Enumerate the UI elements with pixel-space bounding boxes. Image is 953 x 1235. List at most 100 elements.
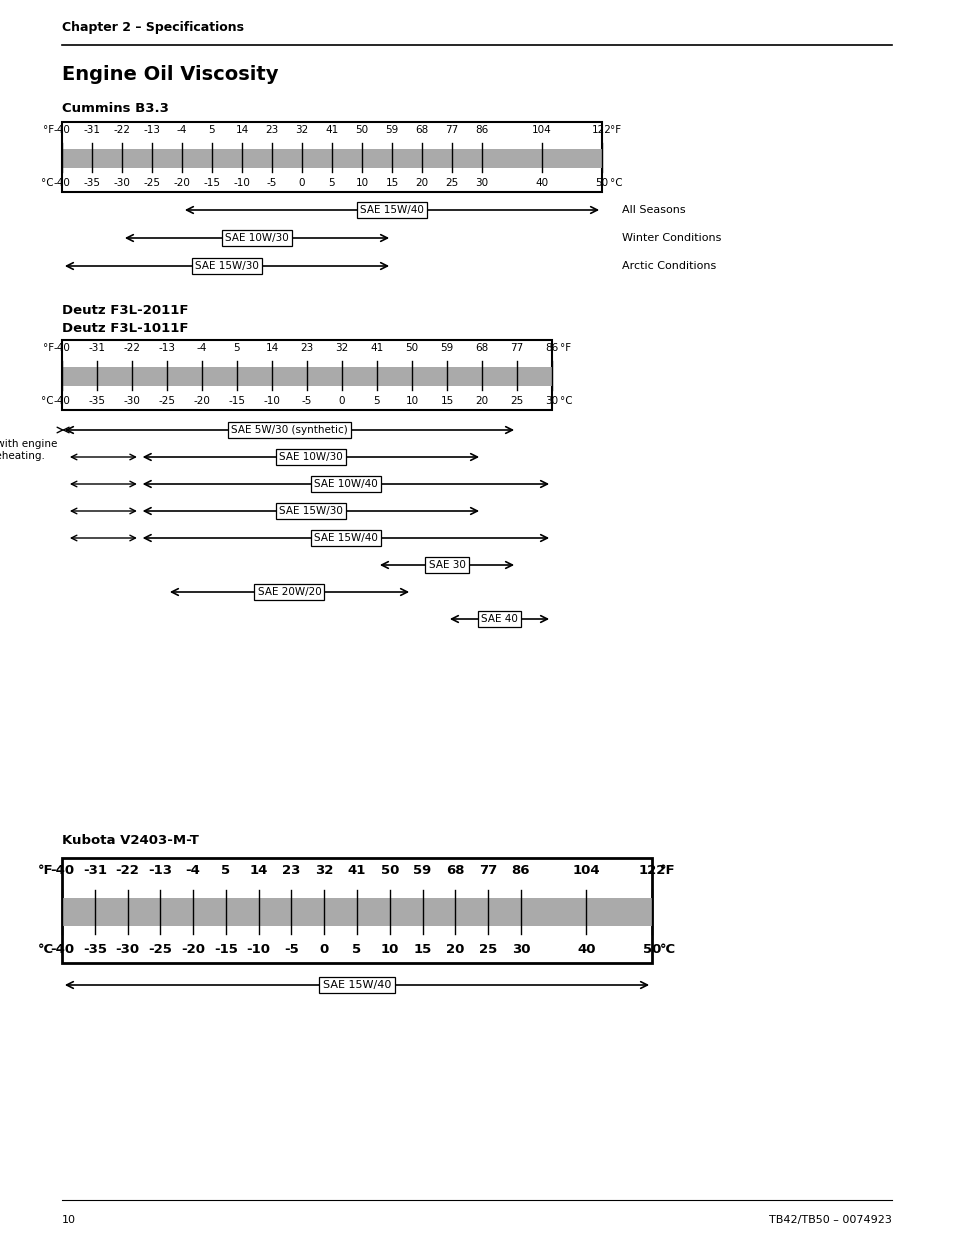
- Text: 14: 14: [250, 864, 268, 877]
- Text: SAE 15W/40: SAE 15W/40: [359, 205, 423, 215]
- Text: 68: 68: [475, 343, 488, 353]
- Text: 5: 5: [233, 343, 240, 353]
- Text: -25: -25: [158, 396, 175, 406]
- Text: -25: -25: [143, 178, 160, 188]
- Text: Arctic Conditions: Arctic Conditions: [621, 261, 716, 270]
- Text: -13: -13: [143, 126, 160, 136]
- Text: 30: 30: [511, 942, 530, 956]
- Text: 15: 15: [413, 942, 431, 956]
- Text: 25: 25: [510, 396, 523, 406]
- Text: 50: 50: [355, 126, 368, 136]
- Text: -40: -40: [53, 343, 71, 353]
- Text: -13: -13: [158, 343, 175, 353]
- Text: Chapter 2 – Specifications: Chapter 2 – Specifications: [62, 21, 244, 35]
- Text: 77: 77: [510, 343, 523, 353]
- Text: 10: 10: [405, 396, 418, 406]
- Text: -31: -31: [84, 126, 100, 136]
- Text: TB42/TB50 – 0074923: TB42/TB50 – 0074923: [768, 1215, 891, 1225]
- Text: 20: 20: [415, 178, 428, 188]
- Text: °C: °C: [41, 178, 54, 188]
- Text: -30: -30: [115, 942, 139, 956]
- Text: Only with engine
oil preheating.: Only with engine oil preheating.: [0, 440, 57, 461]
- Text: 104: 104: [532, 126, 551, 136]
- Text: -15: -15: [203, 178, 220, 188]
- Bar: [62, 367, 552, 385]
- Text: -30: -30: [113, 178, 131, 188]
- Text: -35: -35: [84, 178, 100, 188]
- Bar: [62, 148, 601, 168]
- Text: 41: 41: [370, 343, 383, 353]
- Text: 122: 122: [638, 864, 665, 877]
- Text: Winter Conditions: Winter Conditions: [621, 233, 720, 243]
- Text: -15: -15: [213, 942, 237, 956]
- Text: 50: 50: [380, 864, 398, 877]
- Text: 20: 20: [446, 942, 464, 956]
- Text: -15: -15: [229, 396, 245, 406]
- Text: -4: -4: [176, 126, 187, 136]
- Text: -31: -31: [83, 864, 107, 877]
- Text: SAE 15W/40: SAE 15W/40: [322, 981, 391, 990]
- Text: 14: 14: [265, 343, 278, 353]
- Text: -5: -5: [301, 396, 312, 406]
- Text: 10: 10: [62, 1215, 76, 1225]
- Text: 59: 59: [413, 864, 431, 877]
- Text: 104: 104: [572, 864, 599, 877]
- Text: 68: 68: [446, 864, 464, 877]
- Text: °F: °F: [559, 343, 571, 353]
- Text: 5: 5: [329, 178, 335, 188]
- Text: -35: -35: [83, 942, 107, 956]
- Text: 50: 50: [405, 343, 418, 353]
- Bar: [62, 122, 601, 191]
- Text: All Seasons: All Seasons: [621, 205, 685, 215]
- Text: 10: 10: [380, 942, 398, 956]
- Text: -40: -40: [53, 126, 71, 136]
- Text: 59: 59: [440, 343, 453, 353]
- Text: -5: -5: [267, 178, 277, 188]
- Text: -25: -25: [149, 942, 172, 956]
- Text: 15: 15: [440, 396, 453, 406]
- Text: 30: 30: [475, 178, 488, 188]
- Text: °C: °C: [609, 178, 622, 188]
- Text: -31: -31: [89, 343, 106, 353]
- Text: Engine Oil Viscosity: Engine Oil Viscosity: [62, 65, 278, 84]
- Text: 122: 122: [592, 126, 611, 136]
- Text: Kubota V2403-M-T: Kubota V2403-M-T: [62, 834, 198, 846]
- Text: 20: 20: [475, 396, 488, 406]
- Text: Deutz F3L-2011F: Deutz F3L-2011F: [62, 304, 189, 316]
- Text: SAE 15W/30: SAE 15W/30: [278, 506, 342, 516]
- Text: -4: -4: [196, 343, 207, 353]
- Text: 40: 40: [535, 178, 548, 188]
- Text: -40: -40: [53, 396, 71, 406]
- Text: 0: 0: [298, 178, 305, 188]
- Text: °F: °F: [659, 864, 675, 877]
- Text: -22: -22: [113, 126, 131, 136]
- Text: 77: 77: [478, 864, 497, 877]
- Text: 25: 25: [478, 942, 497, 956]
- Text: °C: °C: [659, 942, 676, 956]
- Text: -40: -40: [50, 864, 74, 877]
- Text: 32: 32: [295, 126, 309, 136]
- Text: 25: 25: [445, 178, 458, 188]
- Text: 86: 86: [545, 343, 558, 353]
- Text: 30: 30: [545, 396, 558, 406]
- Text: -20: -20: [173, 178, 191, 188]
- Text: -22: -22: [115, 864, 139, 877]
- Text: -20: -20: [181, 942, 205, 956]
- Text: 50: 50: [595, 178, 608, 188]
- Text: -30: -30: [124, 396, 140, 406]
- Text: 0: 0: [319, 942, 329, 956]
- Text: -20: -20: [193, 396, 211, 406]
- Text: 32: 32: [335, 343, 348, 353]
- Text: -10: -10: [247, 942, 271, 956]
- Text: °F: °F: [43, 343, 54, 353]
- Text: SAE 5W/30 (synthetic): SAE 5W/30 (synthetic): [231, 425, 348, 435]
- Text: 32: 32: [314, 864, 333, 877]
- Bar: [62, 898, 651, 926]
- Text: 68: 68: [415, 126, 428, 136]
- Text: 41: 41: [348, 864, 366, 877]
- Text: 50: 50: [642, 942, 660, 956]
- Text: °F: °F: [38, 864, 54, 877]
- Bar: [62, 858, 651, 963]
- Text: 5: 5: [352, 942, 361, 956]
- Text: SAE 15W/30: SAE 15W/30: [194, 261, 258, 270]
